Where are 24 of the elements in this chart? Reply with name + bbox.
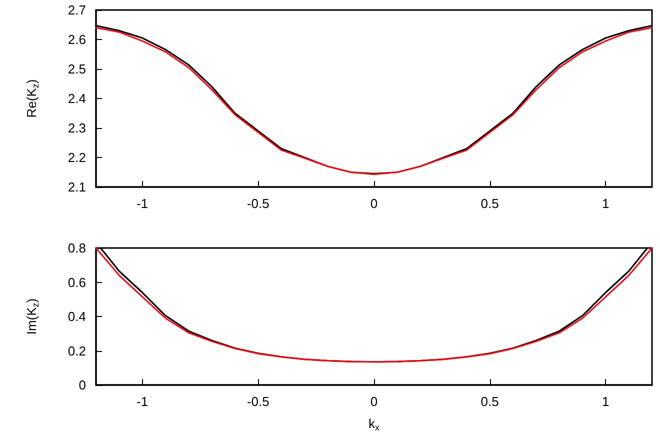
y-tick-label: 2.6 <box>68 32 86 47</box>
y-tick-label: 0.6 <box>68 274 86 290</box>
y-tick-label: 2.3 <box>68 120 86 136</box>
x-tick-label: -0.5 <box>246 394 270 409</box>
y-tick-label: 0.4 <box>68 309 86 324</box>
x-tick-label: 0 <box>370 196 378 211</box>
x-tick-label: 0.5 <box>480 394 499 409</box>
y-tick-label: 2.7 <box>68 2 86 18</box>
x-tick-label: -1 <box>136 394 148 409</box>
y-tick-label: 2.5 <box>68 62 86 76</box>
x-tick-label: 0 <box>370 394 378 409</box>
x-tick-label: 1 <box>602 196 610 211</box>
y-axis-title: Re(Kz) <box>24 79 40 118</box>
y-tick-label: 0 <box>78 378 86 392</box>
y-axis-title: Im(Kz) <box>24 298 40 335</box>
x-tick-label: 1 <box>602 394 610 409</box>
y-tick-label: 0.2 <box>68 343 86 358</box>
x-tick-label: 0.5 <box>480 196 499 211</box>
x-tick-label: -1 <box>136 196 148 211</box>
x-tick-label: -0.5 <box>246 196 270 211</box>
y-tick-label: 2.1 <box>68 180 86 194</box>
y-tick-label: 2.4 <box>68 91 86 106</box>
y-tick-label: 0.8 <box>68 240 86 256</box>
y-tick-label: 2.2 <box>68 150 86 165</box>
